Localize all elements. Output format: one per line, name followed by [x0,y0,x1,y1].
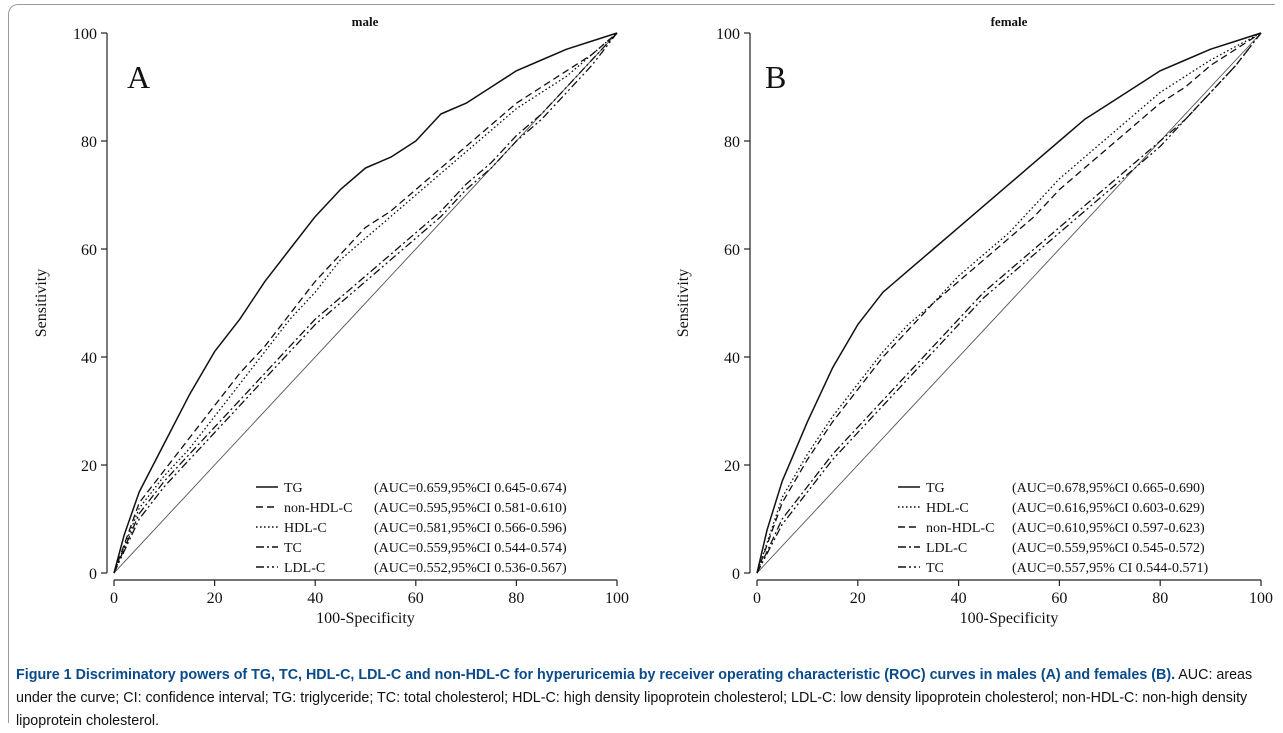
roc-curve-tc [756,32,1262,574]
panel-letter: B [765,59,786,95]
caption-text: AUC: areas under the curve; CI: confiden… [16,667,1253,729]
figure-frame [8,4,1275,723]
x-axis-label: 100-Specificity [316,610,415,627]
x-tick-label: 100 [605,590,629,607]
legend-name: non-HDL-C [284,501,352,516]
legend-name: LDL-C [926,541,967,556]
y-tick-label: 0 [732,566,740,583]
x-tick-label: 80 [1152,590,1168,607]
roc-curve-tg [113,32,618,574]
y-tick-label: 40 [81,350,97,367]
legend-name: TG [926,481,945,496]
y-tick-label: 100 [716,26,740,43]
legend-auc: (AUC=0.557,95% CI 0.544-0.571) [1012,561,1208,576]
chart-title: male [352,14,379,29]
legend-name: LDL-C [284,561,325,576]
panel-male: male 0 20 40 60 80 100 0 20 40 60 80 100 100-Specific… [33,14,629,627]
x-tick-label: 0 [110,590,118,607]
legend-name: HDL-C [284,521,327,536]
y-tick-label: 0 [89,566,97,583]
legend-auc: (AUC=0.595,95%CI 0.581-0.610) [374,501,567,516]
legend-auc: (AUC=0.659,95%CI 0.645-0.674) [374,481,567,496]
y-tick-label: 40 [724,350,740,367]
x-tick-label: 60 [408,590,424,607]
x-tick-label: 40 [307,590,323,607]
legend-auc: (AUC=0.552,95%CI 0.536-0.567) [374,561,567,576]
roc-curve-non-hdl-c [113,32,618,574]
y-axis-label: Sensitivity [675,269,692,337]
y-tick-label: 20 [81,458,97,475]
legend-name: TG [284,481,303,496]
reference-line [756,32,1262,574]
y-tick-label: 80 [81,134,97,151]
legend-auc: (AUC=0.559,95%CI 0.545-0.572) [1012,541,1205,556]
y-tick-label: 60 [81,242,97,259]
legend-auc: (AUC=0.610,95%CI 0.597-0.623) [1012,521,1205,536]
legend-name: non-HDL-C [926,521,994,536]
x-tick-label: 40 [951,590,967,607]
x-tick-label: 60 [1051,590,1067,607]
roc-curve-hdl-c [756,32,1262,574]
reference-line [113,32,618,574]
legend-auc: (AUC=0.678,95%CI 0.665-0.690) [1012,481,1205,496]
y-tick-label: 60 [724,242,740,259]
x-tick-label: 20 [207,590,223,607]
roc-curve-hdl-c [113,32,618,574]
legend-auc: (AUC=0.616,95%CI 0.603-0.629) [1012,501,1205,516]
x-tick-label: 80 [508,590,524,607]
figure-caption: Figure 1 Discriminatory powers of TG, TC… [16,664,1272,733]
y-tick-label: 100 [73,26,97,43]
legend-auc: (AUC=0.559,95%CI 0.544-0.574) [374,541,567,556]
figure-svg: male 0 20 40 60 80 100 0 20 40 60 80 100 100-Specific… [33,14,1273,627]
x-axis-label: 100-Specificity [960,610,1059,627]
roc-curve-ldl-c [113,32,618,574]
y-axis-label: Sensitivity [33,269,50,337]
legend-auc: (AUC=0.581,95%CI 0.566-0.596) [374,521,567,536]
legend-name: TC [284,541,302,556]
legend-name: HDL-C [926,501,969,516]
chart-title: female [991,14,1028,29]
panel-female: female 0 20 40 60 80 100 0 20 40 60 80 100 100-Specif… [675,14,1273,627]
panel-letter: A [127,59,150,95]
y-tick-label: 80 [724,134,740,151]
x-tick-label: 100 [1249,590,1273,607]
y-tick-label: 20 [724,458,740,475]
legend-name: TC [926,561,944,576]
roc-curve-ldl-c [756,32,1262,574]
caption-title: Figure 1 Discriminatory powers of TG, TC… [16,667,1176,683]
x-tick-label: 0 [753,590,761,607]
x-tick-label: 20 [850,590,866,607]
roc-curve-tg [756,32,1262,574]
